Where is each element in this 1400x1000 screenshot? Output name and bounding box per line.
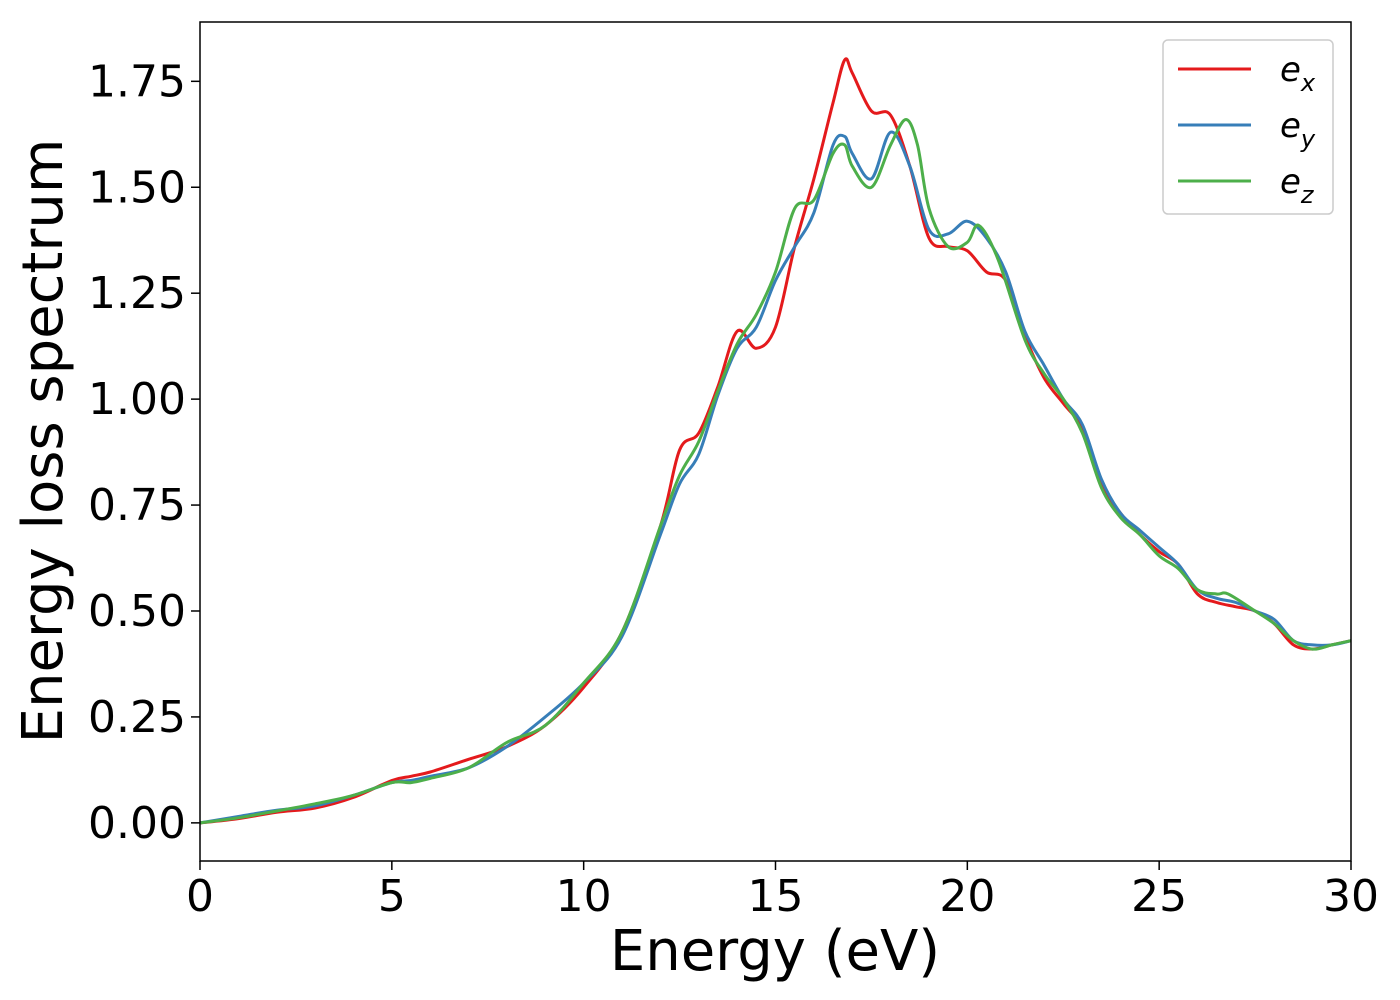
x-tick-label: 10: [556, 871, 612, 922]
y-tick-label: 1.75: [88, 56, 186, 107]
x-tick-label: 30: [1323, 871, 1379, 922]
x-axis: 0 5 10 15 20 25 30: [186, 861, 1379, 922]
x-tick-label: 25: [1131, 871, 1187, 922]
x-tick-label: 0: [186, 871, 214, 922]
y-tick-label: 0.00: [88, 798, 186, 849]
x-tick-label: 5: [378, 871, 406, 922]
y-axis-title: Energy loss spectrum: [11, 139, 76, 744]
x-axis-title: Energy (eV): [610, 919, 940, 984]
y-tick-label: 1.00: [88, 374, 186, 425]
y-tick-label: 0.25: [88, 692, 186, 743]
y-tick-label: 0.75: [88, 480, 186, 531]
plot-lines: [199, 57, 1352, 825]
series-line-y: [199, 130, 1352, 825]
series-line-z: [199, 118, 1352, 825]
y-tick-label: 1.25: [88, 268, 186, 319]
y-axis: 0.00 0.25 0.50 0.75 1.00 1.25 1.50 1.75: [88, 56, 200, 849]
x-tick-label: 15: [748, 871, 804, 922]
x-tick-label: 20: [939, 871, 995, 922]
y-tick-label: 1.50: [88, 162, 186, 213]
y-tick-label: 0.50: [88, 586, 186, 637]
legend-box: [1162, 39, 1334, 215]
